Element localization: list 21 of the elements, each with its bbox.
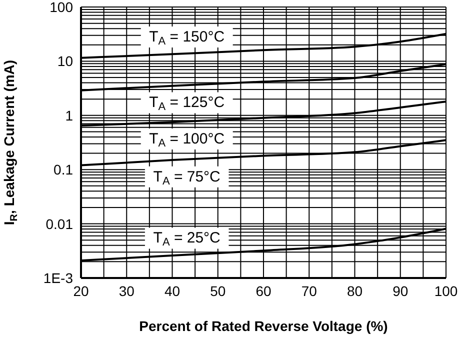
y-tick-label: 1E-3 bbox=[43, 270, 74, 286]
series-label: T$_{A}$ = 150°C bbox=[149, 28, 225, 48]
series-label: T$_{A}$ = 100°C bbox=[149, 130, 225, 150]
x-tick-label: 20 bbox=[73, 282, 89, 299]
series-label: T$_{A}$ = 25°C bbox=[153, 230, 221, 248]
y-tick-label: 100 bbox=[50, 0, 74, 15]
x-tick-label: 50 bbox=[210, 282, 226, 299]
series-label: T$_{A}$ = 75°C bbox=[153, 168, 221, 188]
x-tick-label: 90 bbox=[392, 282, 408, 299]
x-tick-label: 70 bbox=[301, 282, 318, 299]
y-tick-label: 0.1 bbox=[54, 162, 74, 178]
x-tick-label: 80 bbox=[346, 282, 363, 299]
y-tick-label: 1 bbox=[65, 107, 74, 124]
x-tick-label: 100 bbox=[434, 282, 458, 299]
y-tick-label: 0.01 bbox=[46, 216, 74, 232]
series-label: T$_{A}$ = 125°C bbox=[149, 94, 225, 113]
x-tick-label: 60 bbox=[256, 282, 272, 299]
x-axis-title: Percent of Rated Reverse Voltage (%) bbox=[139, 318, 388, 334]
x-tick-label: 40 bbox=[164, 282, 180, 299]
x-tick-label: 30 bbox=[118, 282, 135, 299]
y-tick-label: 10 bbox=[57, 53, 74, 70]
